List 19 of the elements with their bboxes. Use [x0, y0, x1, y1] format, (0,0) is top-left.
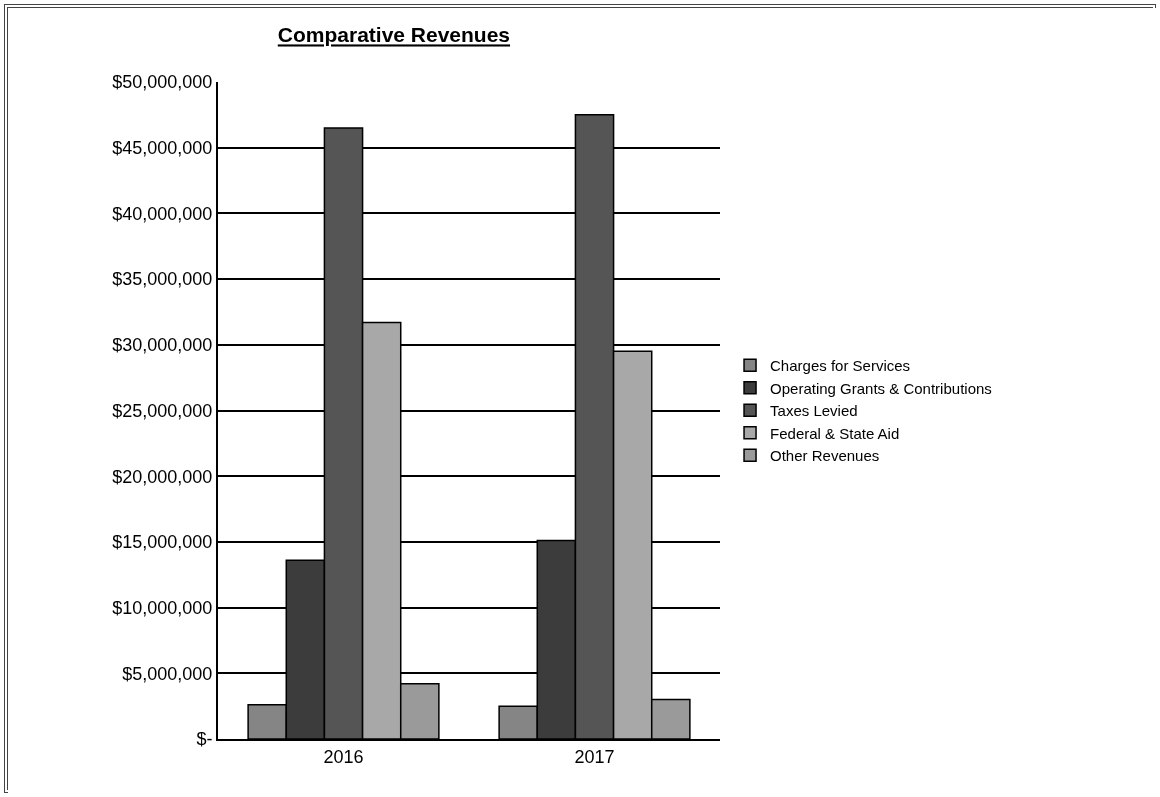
x-tick-label: 2016	[323, 746, 364, 767]
y-tick-label: $25,000,000	[112, 400, 213, 421]
y-tick-label: $40,000,000	[112, 203, 213, 224]
chart-title: Comparative Revenues	[277, 23, 511, 47]
y-tick-label: $15,000,000	[112, 532, 213, 553]
legend-label: Charges for Services	[770, 357, 911, 375]
legend-label: Taxes Levied	[770, 402, 858, 420]
y-tick-label: $30,000,000	[112, 335, 213, 356]
legend-label: Federal & State Aid	[770, 424, 900, 442]
y-tick-label: $35,000,000	[112, 269, 213, 290]
y-tick-label: $45,000,000	[112, 138, 213, 158]
y-tick-label: $10,000,000	[112, 597, 213, 618]
x-tick-label: 2017	[574, 746, 615, 767]
legend-label: Other Revenues	[770, 447, 880, 465]
legend-label: Operating Grants & Contributions	[770, 379, 992, 397]
y-tick-label: $50,000,000	[112, 72, 213, 93]
y-tick-label: $20,000,000	[112, 466, 213, 487]
y-tick-label: $5,000,000	[122, 663, 213, 684]
y-tick-label: $-	[196, 729, 213, 750]
